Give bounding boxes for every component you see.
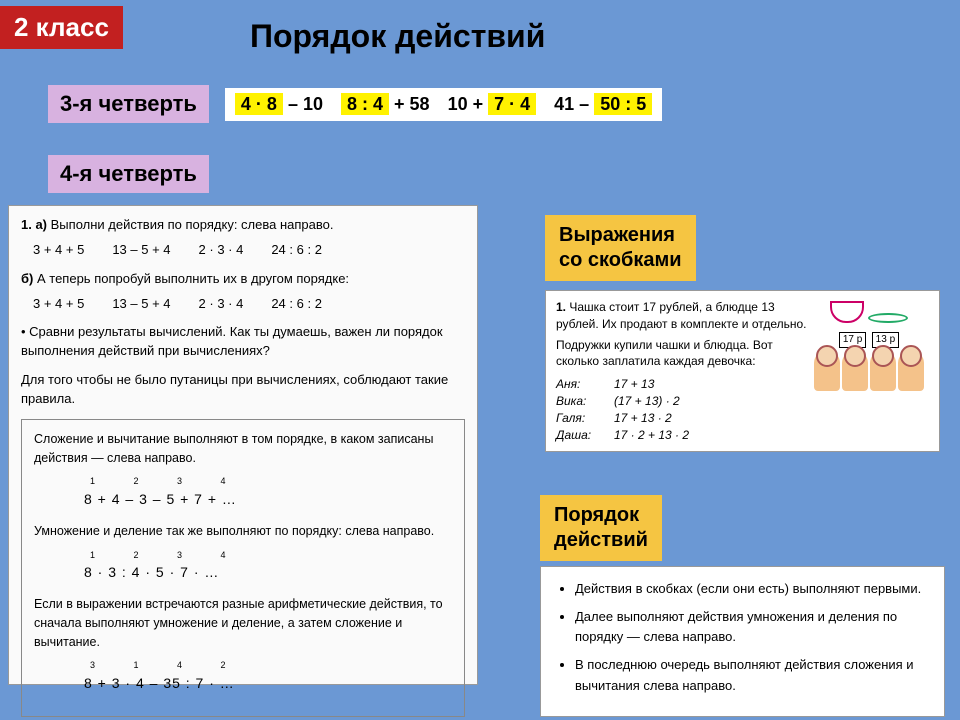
girl-icon bbox=[814, 351, 840, 391]
expr-1: 4 · 8 – 10 bbox=[235, 94, 323, 115]
brackets-task-num: 1. bbox=[556, 300, 566, 314]
girl-row: Аня:17 + 13 bbox=[556, 376, 809, 393]
girl-row: Вика:(17 + 13) · 2 bbox=[556, 393, 809, 410]
brackets-illustration: 17 р 13 р bbox=[809, 299, 929, 398]
rule-eq-2: 1 2 3 4 8 · 3 : 4 · 5 · 7 · … bbox=[84, 549, 452, 584]
order-heading: Порядок действий bbox=[540, 495, 662, 561]
quarter-3-row: 3-я четверть 4 · 8 – 10 8 : 4 + 58 10 + … bbox=[48, 85, 662, 123]
brackets-heading: Выражения со скобками bbox=[545, 215, 696, 281]
eq-row-a: 3 + 4 + 5 13 – 5 + 4 2 · 3 · 4 24 : 6 : … bbox=[33, 241, 465, 260]
quarter-3-label: 3-я четверть bbox=[48, 85, 209, 123]
order-rule-3: В последнюю очередь выполняют действия с… bbox=[575, 655, 928, 695]
page-title: Порядок действий bbox=[250, 18, 545, 55]
quarter-4-label: 4-я четверть bbox=[48, 155, 209, 193]
intro-text: Для того чтобы не было путаницы при вычи… bbox=[21, 371, 465, 409]
expr-3: 10 + 7 · 4 bbox=[448, 94, 537, 115]
rule-box: Сложение и вычитание выполняют в том пор… bbox=[21, 419, 465, 717]
textbook-left-panel: 1. а) Выполни действия по порядку: слева… bbox=[8, 205, 478, 685]
order-box: Действия в скобках (если они есть) выпол… bbox=[540, 566, 945, 717]
girl-row: Галя:17 + 13 · 2 bbox=[556, 410, 929, 427]
order-rule-1: Действия в скобках (если они есть) выпол… bbox=[575, 579, 928, 599]
cup-icon bbox=[830, 301, 864, 323]
rule-1: Сложение и вычитание выполняют в том пор… bbox=[34, 430, 452, 468]
expr-2: 8 : 4 + 58 bbox=[341, 94, 430, 115]
task-1b-text: А теперь попробуй выполнить их в другом … bbox=[37, 271, 349, 286]
grade-badge: 2 класс bbox=[0, 6, 123, 49]
rule-2: Умножение и деление так же выполняют по … bbox=[34, 522, 452, 541]
task-1a-num: 1. а) bbox=[21, 217, 47, 232]
compare-text: Сравни результаты вычислений. Как ты дум… bbox=[21, 324, 443, 358]
brackets-text-1: Чашка стоит 17 рублей, а блюдце 13 рубле… bbox=[556, 300, 807, 331]
expr-4: 41 – 50 : 5 bbox=[554, 94, 652, 115]
eq-row-b: 3 + 4 + 5 13 – 5 + 4 2 · 3 · 4 24 : 6 : … bbox=[33, 295, 465, 314]
brackets-box: 17 р 13 р 1. Чашка стоит 17 рублей, а бл… bbox=[545, 290, 940, 452]
task-1b-num: б) bbox=[21, 271, 33, 286]
order-rule-2: Далее выполняют действия умножения и дел… bbox=[575, 607, 928, 647]
expression-strip: 4 · 8 – 10 8 : 4 + 58 10 + 7 · 4 41 – 50… bbox=[225, 88, 662, 121]
girl-icon bbox=[870, 351, 896, 391]
rule-3: Если в выражении встречаются разные ариф… bbox=[34, 595, 452, 651]
girl-icon bbox=[898, 351, 924, 391]
girl-icon bbox=[842, 351, 868, 391]
girl-row: Даша:17 · 2 + 13 · 2 bbox=[556, 427, 929, 444]
rule-eq-3: 3 1 4 2 8 + 3 · 4 – 35 : 7 · … bbox=[84, 659, 452, 694]
rule-eq-1: 1 2 3 4 8 + 4 – 3 – 5 + 7 + … bbox=[84, 475, 452, 510]
task-1a-text: Выполни действия по порядку: слева напра… bbox=[51, 217, 334, 232]
plate-icon bbox=[868, 313, 908, 323]
